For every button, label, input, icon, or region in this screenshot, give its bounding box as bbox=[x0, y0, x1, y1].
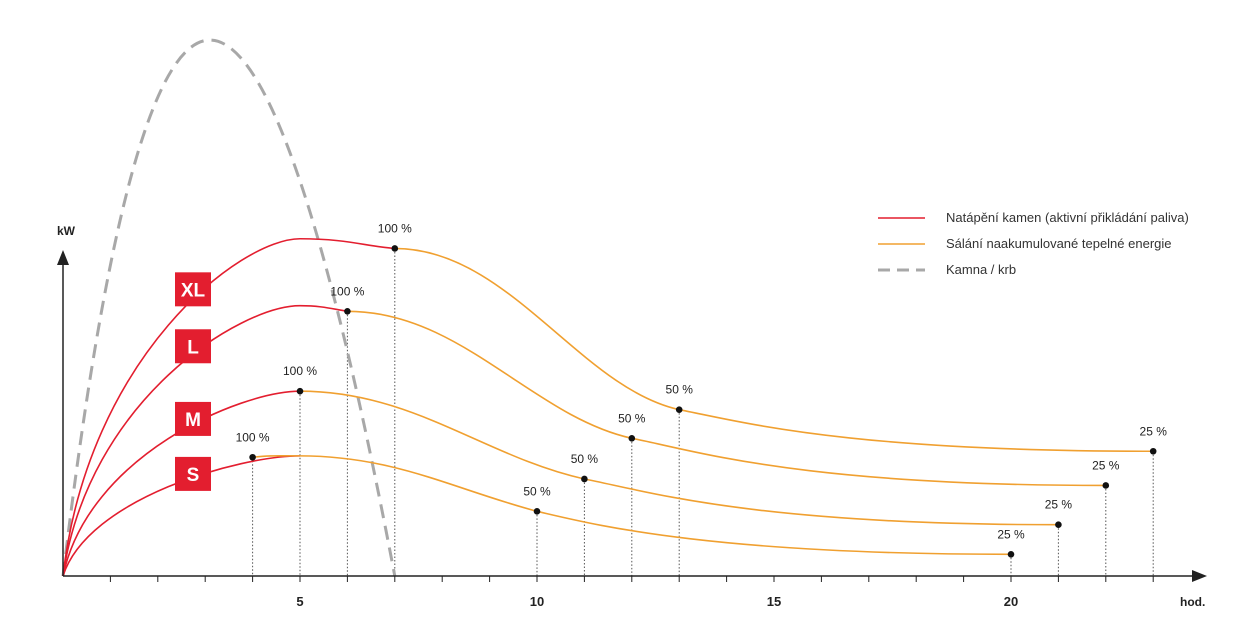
y-axis-arrow-icon bbox=[57, 250, 69, 265]
series-s-heating-line bbox=[62, 455, 301, 577]
legend-label: Sálání naakumulované tepelné energie bbox=[946, 236, 1172, 251]
legend-item: Natápění kamen (aktivní přikládání paliv… bbox=[878, 210, 1189, 225]
x-tick-label: 5 bbox=[296, 594, 303, 609]
point-label: 100 % bbox=[236, 430, 270, 444]
badge-box bbox=[175, 401, 211, 436]
point-label: 50 % bbox=[523, 484, 551, 498]
data-points: 100 % 50 % 25 % 100 % 50 % 25 % 100 % 50 % 25 % 1… bbox=[236, 221, 1168, 558]
data-point bbox=[581, 475, 588, 483]
series-xl-heating-line bbox=[62, 237, 301, 577]
y-axis-label: kW bbox=[57, 224, 76, 238]
legend-label: Natápění kamen (aktivní přikládání paliv… bbox=[946, 210, 1189, 225]
series-l-heating-tail bbox=[299, 304, 348, 313]
data-point bbox=[1007, 550, 1015, 558]
badge-box bbox=[175, 329, 211, 364]
point-label: 100 % bbox=[283, 364, 317, 378]
x-ticks: 5 10 15 20 bbox=[109, 576, 1154, 609]
data-point bbox=[1149, 447, 1157, 455]
point-label: 50 % bbox=[618, 411, 646, 425]
point-label: 25 % bbox=[1092, 458, 1120, 472]
series-l-radiation-line bbox=[347, 310, 1106, 487]
data-point bbox=[675, 406, 683, 413]
badge-s: S bbox=[175, 456, 211, 491]
point-label: 25 % bbox=[1140, 424, 1168, 438]
series-xl-radiation-line bbox=[394, 247, 1154, 453]
data-point bbox=[391, 245, 399, 252]
badge-label: XL bbox=[181, 280, 206, 301]
legend-item: Sálání naakumulované tepelné energie bbox=[878, 236, 1172, 251]
stove-curve bbox=[61, 38, 397, 577]
badge-label: M bbox=[185, 410, 201, 431]
series-l-heating-line bbox=[62, 304, 301, 577]
axes: kW hod. bbox=[57, 224, 1207, 609]
series-xl-heating-tail bbox=[299, 237, 395, 250]
x-axis-arrow-icon bbox=[1192, 570, 1207, 582]
legend: Natápění kamen (aktivní přikládání paliv… bbox=[878, 210, 1189, 277]
badge-box bbox=[175, 272, 211, 307]
x-tick-label: 10 bbox=[530, 594, 544, 609]
data-point bbox=[1055, 521, 1062, 529]
stove-dashed-line bbox=[61, 38, 397, 577]
series-m-heating-line bbox=[62, 390, 301, 577]
badge-l: L bbox=[175, 329, 211, 364]
point-label: 50 % bbox=[666, 383, 694, 397]
series-m-radiation-line bbox=[299, 390, 1059, 526]
data-point bbox=[344, 307, 351, 315]
data-point bbox=[533, 508, 541, 515]
x-axis-label: hod. bbox=[1180, 595, 1205, 609]
badge-label: L bbox=[187, 337, 199, 358]
series-curves bbox=[62, 237, 1154, 577]
point-label: 100 % bbox=[330, 284, 364, 298]
data-point bbox=[628, 435, 636, 442]
legend-item: Kamna / krb bbox=[878, 262, 1016, 277]
x-tick-label: 15 bbox=[767, 594, 781, 609]
badge-box bbox=[175, 456, 211, 491]
data-point bbox=[296, 387, 304, 395]
size-badges: XL L M S bbox=[175, 272, 211, 491]
data-point bbox=[249, 453, 256, 461]
data-point bbox=[1102, 482, 1110, 489]
badge-xl: XL bbox=[175, 272, 211, 307]
point-label: 25 % bbox=[997, 527, 1025, 541]
point-label: 50 % bbox=[571, 452, 599, 466]
guide-lines bbox=[252, 248, 1154, 576]
x-tick-label: 20 bbox=[1004, 594, 1018, 609]
legend-label: Kamna / krb bbox=[946, 262, 1016, 277]
badge-label: S bbox=[187, 465, 200, 486]
point-label: 25 % bbox=[1045, 498, 1073, 512]
badge-m: M bbox=[175, 401, 211, 436]
series-s-radiation-line bbox=[252, 454, 1012, 556]
point-label: 100 % bbox=[378, 221, 412, 235]
